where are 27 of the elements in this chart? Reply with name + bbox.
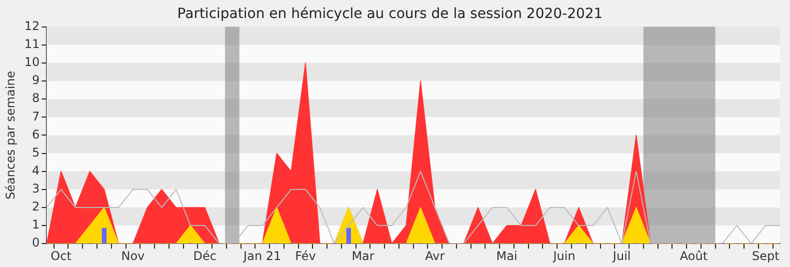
x-tick-label: Déc	[193, 248, 216, 263]
x-tick-label: Juin	[552, 248, 576, 263]
x-tick-label: Jan 21	[242, 248, 282, 263]
y-tick-label: 8	[32, 91, 40, 106]
x-tick-label: Oct	[50, 248, 72, 263]
x-tick-label: Sept	[752, 248, 780, 263]
x-tick-label: Fév	[295, 248, 316, 263]
y-tick-label: 4	[32, 163, 40, 178]
x-tick-label: Juil	[612, 248, 631, 263]
y-tick-label: 5	[32, 145, 40, 160]
y-tick-label: 10	[24, 55, 40, 70]
y-tick-label: 7	[32, 109, 40, 124]
x-tick-label: Mai	[496, 248, 518, 263]
x-tick-label: Avr	[425, 248, 445, 263]
y-tick-label: 11	[24, 36, 40, 51]
y-tick-label: 6	[32, 127, 40, 142]
y-tick-label: 3	[32, 182, 40, 196]
y-tick-label: 9	[32, 73, 40, 88]
x-tick-label: Mar	[352, 248, 374, 263]
y-tick-label: 1	[32, 218, 40, 232]
y-tick-label: 2	[32, 200, 40, 214]
y-tick-label: 0	[32, 236, 40, 250]
x-tick-label: Nov	[121, 248, 145, 263]
y-tick-label: 12	[24, 18, 40, 33]
y-axis-title: Séances par semaine	[3, 70, 18, 200]
chart-title: Participation en hémicycle au cours de la session 2020-2021	[177, 6, 603, 22]
x-tick-label: Août	[680, 248, 708, 263]
